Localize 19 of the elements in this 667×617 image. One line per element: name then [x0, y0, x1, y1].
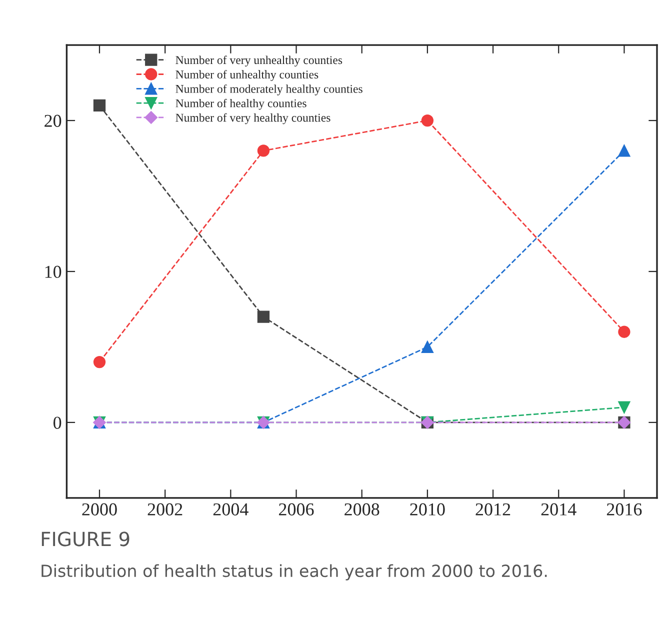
text: Distribution of health status in each year from 2000 to 2016.	[42, 564, 547, 580]
y-tick-label: 20	[44, 114, 62, 127]
legend-label: Number of unhealthy counties	[176, 70, 318, 81]
x-tick-label: 2008	[344, 503, 380, 516]
legend-label: Number of moderately healthy counties	[176, 84, 362, 96]
y-tick-label: 10	[45, 266, 62, 278]
text: FIGURE 9	[42, 532, 130, 546]
legend-label: Number of healthy counties	[176, 98, 306, 110]
x-tick-label: 2004	[213, 503, 248, 516]
x-tick-label: 2000	[82, 503, 117, 516]
legend-label: Number of very healthy counties	[176, 113, 330, 124]
x-tick-label: 2012	[476, 503, 510, 516]
x-tick-label: 2006	[278, 503, 314, 516]
legend-label: Number of very unhealthy counties	[176, 56, 342, 67]
x-tick-label: 2010	[410, 503, 445, 516]
y-tick-label: 0	[54, 416, 62, 429]
x-tick-label: 2014	[541, 503, 576, 516]
x-tick-label: 2002	[148, 503, 182, 516]
x-tick-label: 2016	[606, 503, 642, 516]
